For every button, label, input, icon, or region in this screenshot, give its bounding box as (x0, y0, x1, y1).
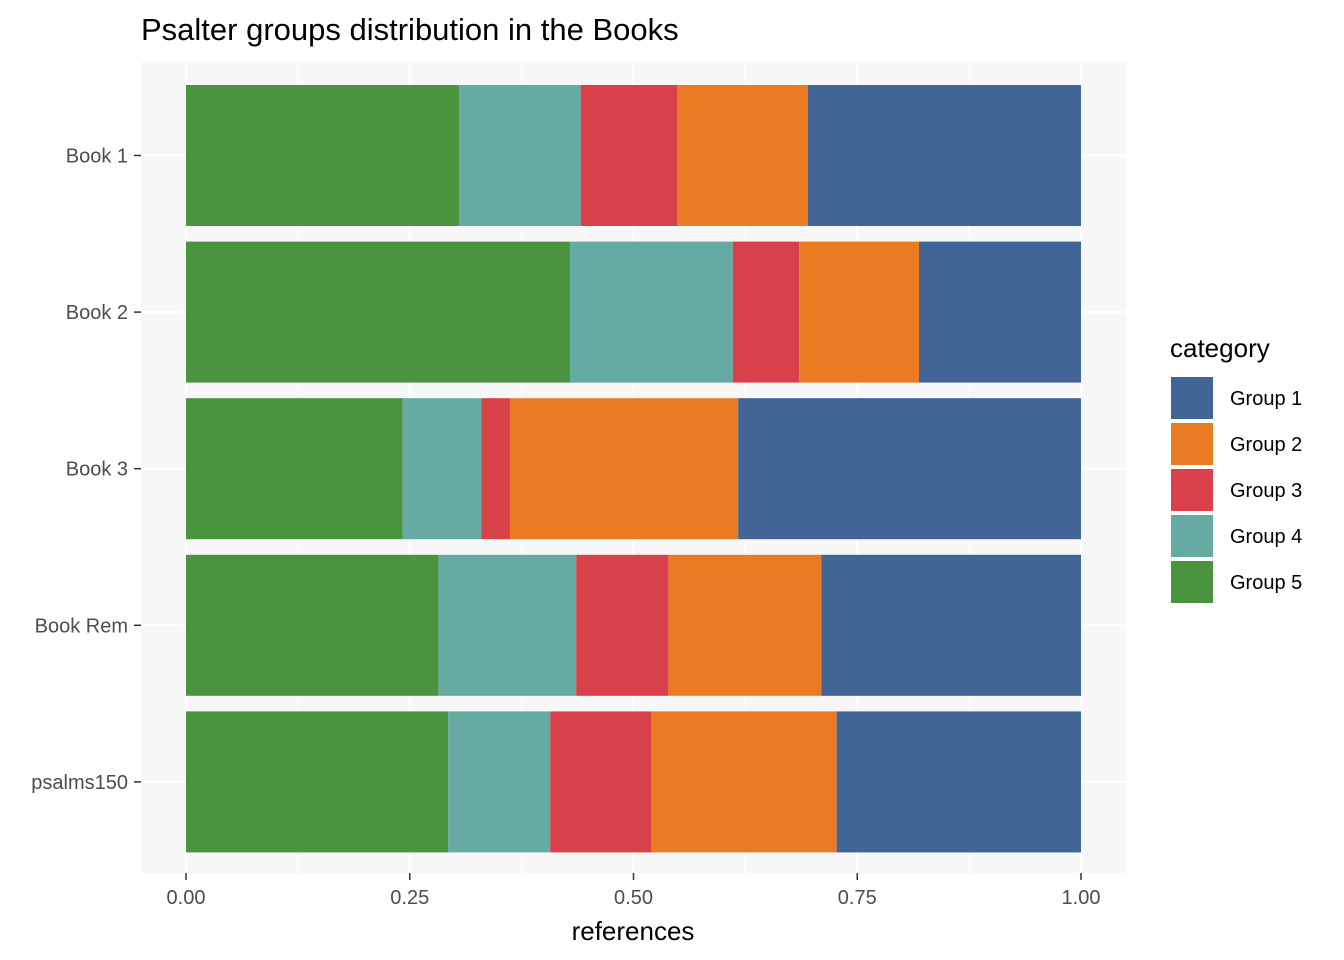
y-tick-label: psalms150 (31, 772, 128, 794)
bar-book-2-group-3 (732, 241, 800, 383)
bar-book-1-group-1 (808, 85, 1081, 226)
bar-book-rem-group-1 (821, 554, 1081, 696)
x-tick-label: 0.25 (390, 887, 429, 909)
legend-key-group-4 (1171, 515, 1213, 557)
y-tick-label: Book 3 (66, 459, 128, 481)
bar-book-3-group-2 (509, 398, 739, 540)
bar-psalms150-group-3 (550, 711, 652, 853)
y-axis: Book 1 Book 2 Book 3 Book Rem psalms150 (31, 146, 141, 794)
legend-label-group-3: Group 3 (1230, 480, 1302, 502)
legend-key-group-5 (1171, 561, 1213, 603)
bar-book-1-group-2 (677, 85, 809, 226)
bar-book-rem-group-3 (576, 554, 669, 696)
bar-book-3-group-1 (738, 398, 1081, 540)
bar-book-3-group-5 (186, 398, 403, 540)
bar-book-rem-group-2 (668, 554, 822, 696)
bar-book-1-group-5 (186, 85, 459, 226)
legend-title: category (1170, 333, 1270, 363)
x-tick-label: 0.50 (614, 887, 653, 909)
bar-psalms150-group-1 (836, 711, 1081, 853)
bar-book-2-group-1 (919, 241, 1081, 383)
legend-label-group-1: Group 1 (1230, 388, 1302, 410)
bar-psalms150-group-4 (448, 711, 551, 853)
y-tick-label: Book Rem (35, 615, 128, 637)
x-axis-title: references (572, 916, 695, 946)
x-tick-label: 0.75 (838, 887, 877, 909)
y-tick-label: Book 1 (66, 146, 128, 168)
bar-book-1-group-3 (580, 85, 678, 226)
bar-book-2-group-2 (799, 241, 920, 383)
bar-book-1-group-4 (458, 85, 581, 226)
legend: Group 1 Group 2 Group 3 Group 4 Group 5 (1171, 377, 1302, 603)
bars (186, 85, 1081, 853)
legend-key-group-3 (1171, 469, 1213, 511)
bar-book-3-group-3 (481, 398, 510, 540)
bar-book-2-group-4 (569, 241, 733, 383)
legend-label-group-4: Group 4 (1230, 526, 1302, 548)
bar-book-3-group-4 (402, 398, 482, 540)
x-tick-label: 1.00 (1062, 887, 1101, 909)
legend-key-group-1 (1171, 377, 1213, 419)
legend-label-group-2: Group 2 (1230, 434, 1302, 456)
legend-key-group-2 (1171, 423, 1213, 465)
legend-label-group-5: Group 5 (1230, 572, 1302, 594)
bar-book-2-group-5 (186, 241, 570, 383)
x-axis: 0.00 0.25 0.50 0.75 1.00 (167, 873, 1101, 909)
x-tick-label: 0.00 (167, 887, 206, 909)
bar-book-rem-group-5 (186, 554, 439, 696)
bar-psalms150-group-5 (186, 711, 449, 853)
y-tick-label: Book 2 (66, 302, 128, 324)
bar-book-rem-group-4 (438, 554, 577, 696)
chart-title: Psalter groups distribution in the Books (141, 12, 679, 47)
bar-psalms150-group-2 (651, 711, 837, 853)
